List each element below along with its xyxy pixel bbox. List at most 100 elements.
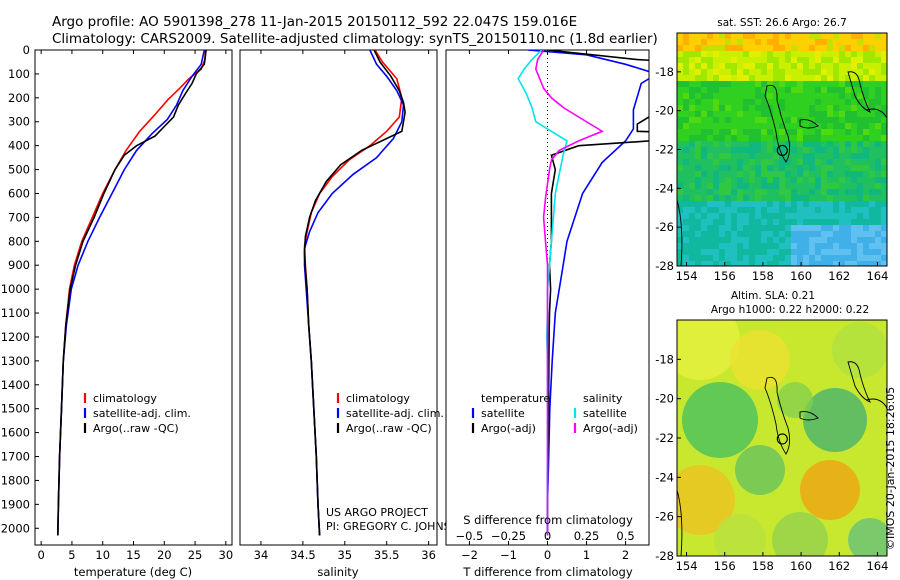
sst-cell bbox=[773, 153, 779, 159]
sst-cell bbox=[881, 177, 887, 183]
sst-cell bbox=[731, 69, 737, 75]
sst-cell bbox=[839, 201, 845, 207]
sst-cell bbox=[815, 51, 821, 57]
sst-cell bbox=[755, 51, 761, 57]
sst-cell bbox=[839, 189, 845, 195]
sst-cell bbox=[689, 129, 695, 135]
sst-cell bbox=[869, 93, 875, 99]
legend-header-salinity: salinity bbox=[583, 392, 623, 405]
sla-map-xtick-label: 156 bbox=[714, 559, 736, 573]
sla-map-xtick-label: 162 bbox=[828, 559, 850, 573]
sst-cell bbox=[749, 249, 755, 255]
sst-cell bbox=[701, 45, 707, 51]
sst-cell bbox=[713, 249, 719, 255]
sst-cell bbox=[785, 81, 791, 87]
sst-cell bbox=[761, 51, 767, 57]
sst-cell bbox=[779, 75, 785, 81]
sst-cell bbox=[875, 105, 881, 111]
sst-cell bbox=[833, 99, 839, 105]
sst-cell bbox=[779, 237, 785, 243]
sst-cell bbox=[719, 129, 725, 135]
sst-cell bbox=[881, 87, 887, 93]
sst-cell bbox=[797, 105, 803, 111]
sst-cell bbox=[779, 51, 785, 57]
difference-panel: −2 −1 0 1 2 −0.5 −0.25 0 0.25 0.5 T difference f… bbox=[445, 49, 650, 579]
sst-cell bbox=[743, 171, 749, 177]
sst-cell bbox=[719, 141, 725, 147]
sst-cell bbox=[845, 237, 851, 243]
sst-cell bbox=[791, 201, 797, 207]
sst-cell bbox=[731, 99, 737, 105]
sst-cell bbox=[725, 165, 731, 171]
depth-tick-label: 300 bbox=[8, 115, 30, 129]
salinity-legend: climatology satellite-adj. clim. Argo(..ra… bbox=[336, 392, 444, 435]
temperature-series bbox=[57, 50, 207, 536]
sst-cell bbox=[845, 105, 851, 111]
sst-cell bbox=[857, 249, 863, 255]
sst-cell bbox=[731, 153, 737, 159]
sst-cell bbox=[815, 261, 821, 266]
sst-cell bbox=[737, 105, 743, 111]
sst-cell bbox=[863, 195, 869, 201]
sst-cell bbox=[773, 207, 779, 213]
sst-cell bbox=[695, 213, 701, 219]
sst-cell bbox=[725, 63, 731, 69]
sst-cell bbox=[707, 159, 713, 165]
sst-cell bbox=[689, 117, 695, 123]
sst-cell bbox=[803, 207, 809, 213]
sst-cell bbox=[821, 225, 827, 231]
sst-cell bbox=[707, 33, 713, 39]
sst-cell bbox=[809, 153, 815, 159]
sst-cell bbox=[881, 231, 887, 237]
tdiff-xtick-label: −2 bbox=[461, 548, 478, 562]
sst-cell bbox=[833, 105, 839, 111]
sst-cell bbox=[725, 207, 731, 213]
sst-cell bbox=[707, 45, 713, 51]
sst-cell bbox=[719, 261, 725, 266]
sst-cell bbox=[767, 39, 773, 45]
sst-cell bbox=[713, 51, 719, 57]
sst-cell bbox=[683, 111, 689, 117]
sst-cell bbox=[815, 165, 821, 171]
sst-cell bbox=[785, 231, 791, 237]
sst-cell bbox=[821, 159, 827, 165]
sst-cell bbox=[683, 51, 689, 57]
sst-cell bbox=[683, 39, 689, 45]
sst-cell bbox=[677, 249, 683, 255]
sst-cell bbox=[785, 123, 791, 129]
sst-cell bbox=[845, 141, 851, 147]
sst-cell bbox=[815, 195, 821, 201]
sst-cell bbox=[737, 255, 743, 261]
sst-cell bbox=[839, 243, 845, 249]
sst-cell bbox=[881, 99, 887, 105]
sst-cell bbox=[707, 51, 713, 57]
sst-cell bbox=[749, 195, 755, 201]
sst-cell bbox=[725, 57, 731, 63]
sst-cell bbox=[857, 63, 863, 69]
sst-cell bbox=[761, 195, 767, 201]
sst-cell bbox=[815, 183, 821, 189]
sst-cell bbox=[725, 171, 731, 177]
sst-cell bbox=[833, 237, 839, 243]
sst-cell bbox=[863, 93, 869, 99]
sst-cell bbox=[809, 45, 815, 51]
sst-cell bbox=[773, 39, 779, 45]
sst-cell bbox=[761, 171, 767, 177]
sst-cell bbox=[881, 123, 887, 129]
sst-cell bbox=[725, 255, 731, 261]
sst-cell bbox=[773, 249, 779, 255]
sst-cell bbox=[875, 45, 881, 51]
sst-cell bbox=[815, 147, 821, 153]
sst-cell bbox=[731, 111, 737, 117]
sst-coast-east bbox=[865, 108, 887, 119]
sst-cell bbox=[695, 75, 701, 81]
sst-cell bbox=[809, 117, 815, 123]
sst-cell bbox=[683, 189, 689, 195]
sst-cell bbox=[857, 111, 863, 117]
sst-cell bbox=[863, 147, 869, 153]
sst-cell bbox=[845, 129, 851, 135]
sst-cell bbox=[677, 243, 683, 249]
sla-map-ytick-label: -22 bbox=[655, 431, 674, 445]
sst-cell bbox=[809, 255, 815, 261]
sst-cell bbox=[761, 75, 767, 81]
